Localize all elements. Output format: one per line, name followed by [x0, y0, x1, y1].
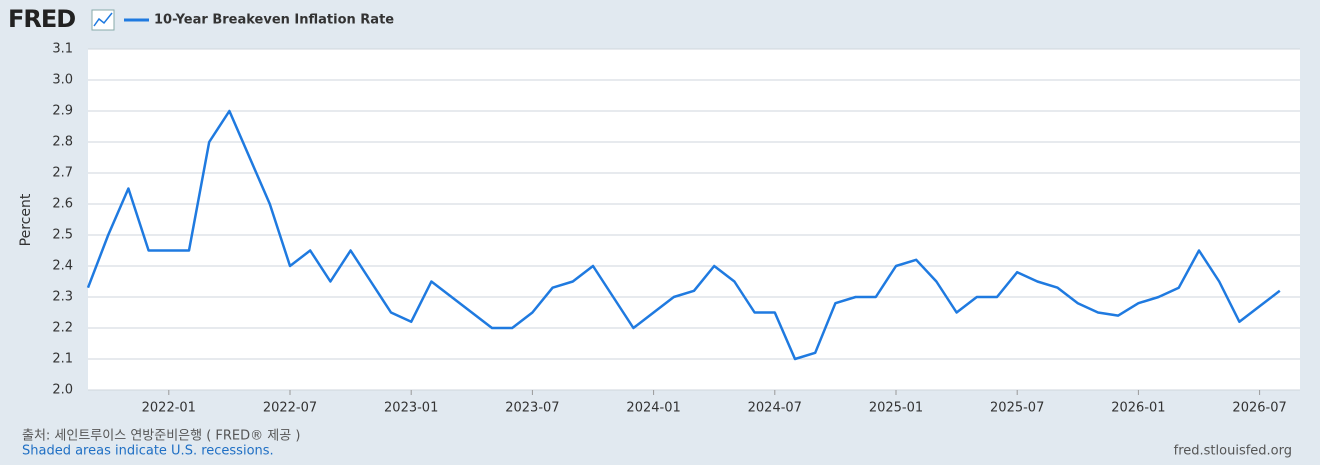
y-tick-label: 2.1: [52, 352, 73, 367]
recession-note: Shaded areas indicate U.S. recessions.: [22, 444, 274, 459]
y-tick-label: 2.3: [52, 290, 73, 305]
x-tick-label: 2025-01: [869, 401, 923, 416]
x-tick-label: 2026-07: [1232, 401, 1286, 416]
x-tick-label: 2023-07: [505, 401, 559, 416]
y-tick-label: 2.5: [52, 228, 73, 243]
x-tick-label: 2026-01: [1111, 401, 1165, 416]
y-tick-label: 2.8: [52, 135, 73, 150]
plot-area: [88, 49, 1300, 390]
y-tick-label: 2.6: [52, 197, 73, 212]
y-tick-label: 3.0: [52, 73, 73, 88]
y-tick-label: 2.9: [52, 104, 73, 119]
x-tick-label: 2023-01: [384, 401, 438, 416]
y-axis-label: Percent: [18, 193, 34, 246]
series-line: [86, 109, 1281, 361]
y-tick-label: 2.7: [52, 166, 73, 181]
source-url[interactable]: fred.stlouisfed.org: [1174, 444, 1292, 459]
source: 출처: 세인트루이스 연방준비은행 ( FRED® 제공 ): [22, 428, 300, 444]
y-tick-label: 2.4: [52, 259, 73, 274]
x-tick-label: 2025-07: [990, 401, 1044, 416]
y-tick-label: 2.2: [52, 321, 73, 336]
logo-icon: [91, 9, 115, 31]
x-tick-label: 2022-07: [263, 401, 317, 416]
logo[interactable]: FRED: [8, 5, 76, 33]
x-tick-label: 2022-01: [142, 401, 196, 416]
legend-label: 10-Year Breakeven Inflation Rate: [154, 13, 394, 28]
x-tick-label: 2024-07: [748, 401, 802, 416]
y-tick-label: 2.0: [52, 383, 73, 398]
x-tick-label: 2024-01: [626, 401, 680, 416]
y-tick-label: 3.1: [52, 42, 73, 57]
